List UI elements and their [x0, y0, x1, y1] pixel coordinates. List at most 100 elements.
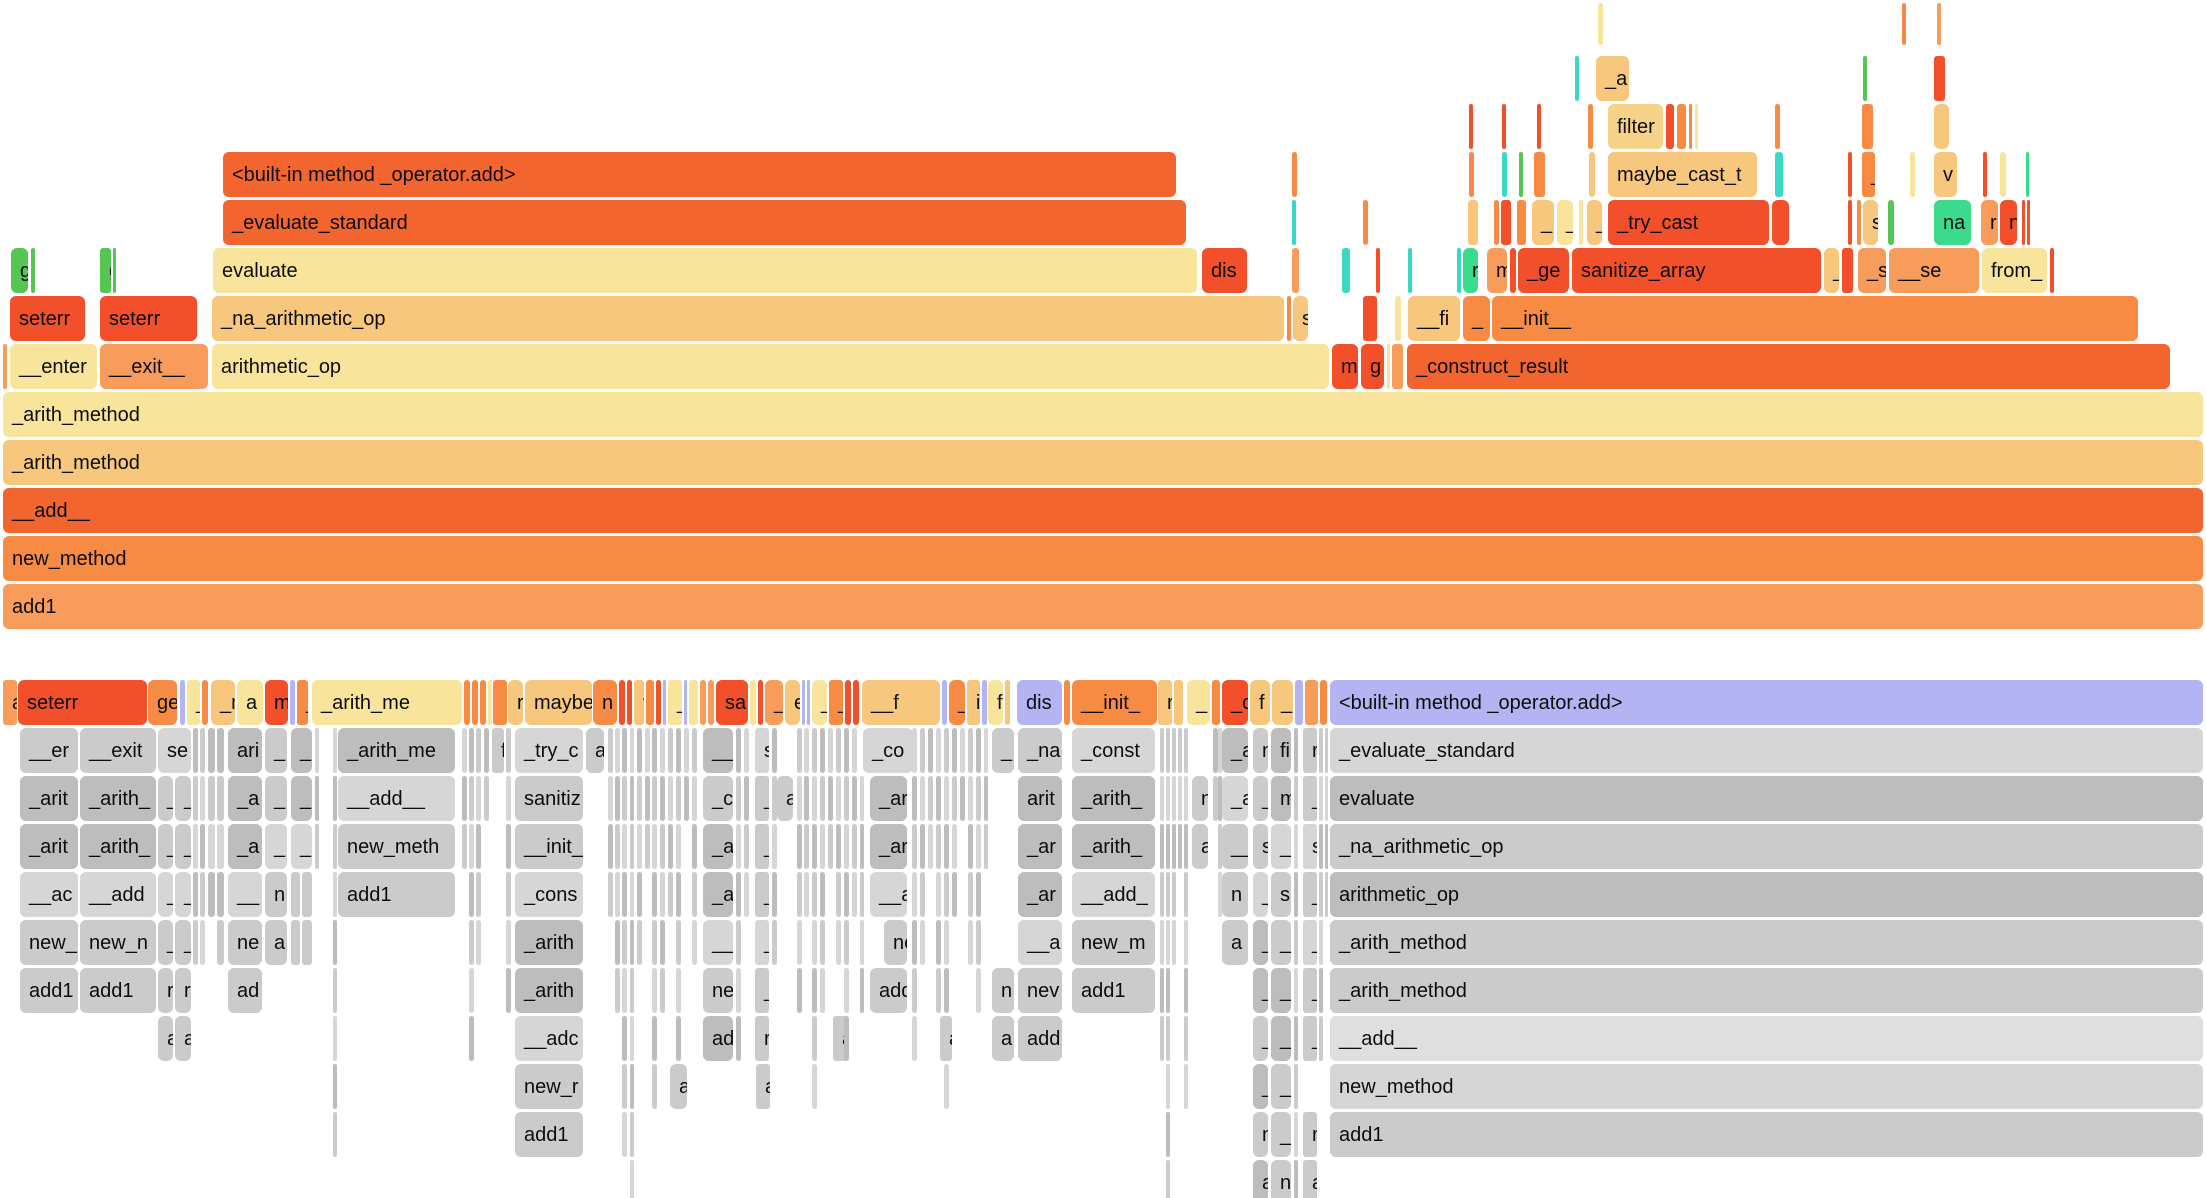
caller-frame-sliver[interactable] [469, 968, 474, 1013]
caller-frame-sliver[interactable] [944, 824, 949, 869]
caller-frame-sliver[interactable] [668, 872, 673, 917]
caller-frame-sliver[interactable] [976, 920, 981, 965]
caller-frame-box[interactable]: __ [228, 872, 262, 917]
frame-box[interactable] [1517, 200, 1526, 245]
caller-frame-box[interactable]: _a [1222, 728, 1248, 773]
caller-frame-sliver[interactable] [506, 872, 511, 917]
caller-frame-sliver[interactable] [1294, 1112, 1298, 1157]
caller-frame-sliver[interactable] [912, 872, 917, 917]
caller-frame-box[interactable]: _ [1303, 776, 1317, 821]
caller-frame-sliver[interactable] [812, 728, 817, 773]
caller-frame-sliver[interactable] [772, 920, 777, 965]
frame-box[interactable]: _ge [1518, 248, 1569, 293]
leaf-frame-box[interactable]: e [785, 680, 800, 725]
caller-frame-box[interactable]: add1 [1072, 968, 1155, 1013]
caller-frame-sliver[interactable] [676, 872, 681, 917]
caller-frame-sliver[interactable] [208, 728, 215, 773]
caller-frame-sliver[interactable] [200, 920, 205, 965]
leaf-frame-box[interactable]: r [1158, 680, 1172, 725]
caller-frame-sliver[interactable] [936, 968, 941, 1013]
caller-frame-sliver[interactable] [684, 728, 689, 773]
frame-box[interactable]: __exit__ [100, 344, 208, 389]
caller-frame-box[interactable]: a [265, 920, 287, 965]
caller-frame-box[interactable]: _na [1018, 728, 1062, 773]
caller-frame-sliver[interactable] [622, 968, 627, 1013]
caller-frame-sliver[interactable] [476, 776, 481, 821]
leaf-frame-box[interactable]: f [1250, 680, 1270, 725]
frame-box[interactable] [1695, 104, 1698, 149]
caller-frame-sliver[interactable] [812, 776, 817, 821]
caller-frame-sliver[interactable] [660, 776, 665, 821]
caller-frame-sliver[interactable] [1160, 728, 1164, 773]
frame-box[interactable] [1395, 296, 1401, 341]
caller-frame-sliver[interactable] [193, 920, 198, 965]
caller-frame-box[interactable]: ad [703, 1016, 733, 1061]
caller-frame-box[interactable]: __a [1018, 920, 1062, 965]
caller-frame-sliver[interactable] [692, 872, 697, 917]
leaf-frame-box[interactable]: i [967, 680, 980, 725]
caller-frame-sliver[interactable] [1166, 1112, 1170, 1157]
caller-frame-sliver[interactable] [668, 776, 673, 821]
caller-frame-sliver[interactable] [968, 920, 973, 965]
caller-frame-sliver[interactable] [193, 728, 198, 773]
caller-frame-sliver[interactable] [844, 728, 849, 773]
caller-frame-sliver[interactable] [797, 824, 802, 869]
caller-frame-sliver[interactable] [615, 968, 620, 1013]
frame-box[interactable]: __enter [10, 344, 97, 389]
caller-frame-sliver[interactable] [622, 872, 627, 917]
caller-frame-sliver[interactable] [652, 1016, 657, 1061]
caller-frame-box[interactable]: _ [1253, 1064, 1268, 1109]
caller-frame-box[interactable]: s [1271, 872, 1291, 917]
caller-frame-sliver[interactable] [1166, 1016, 1170, 1061]
caller-frame-sliver[interactable] [630, 776, 634, 821]
caller-frame-box[interactable]: _ [755, 824, 769, 869]
caller-frame-sliver[interactable] [608, 776, 613, 821]
caller-frame-sliver[interactable] [645, 728, 650, 773]
caller-frame-sliver[interactable] [315, 776, 319, 821]
caller-frame-sliver[interactable] [469, 920, 474, 965]
leaf-frame-box[interactable]: _ [829, 680, 843, 725]
caller-frame-box[interactable]: n [302, 872, 312, 917]
leaf-frame-box[interactable] [646, 680, 654, 725]
caller-frame-sliver[interactable] [630, 920, 634, 965]
caller-frame-sliver[interactable] [608, 872, 613, 917]
caller-frame-sliver[interactable] [1319, 1016, 1323, 1061]
leaf-frame-box[interactable]: __f [862, 680, 940, 725]
caller-frame-sliver[interactable] [333, 824, 337, 869]
frame-box[interactable] [1589, 152, 1595, 197]
caller-frame-sliver[interactable] [608, 728, 613, 773]
caller-frame-box[interactable]: _a [703, 824, 733, 869]
caller-frame-sliver[interactable] [812, 872, 817, 917]
caller-frame-sliver[interactable] [860, 920, 864, 965]
caller-frame-sliver[interactable] [976, 968, 981, 1013]
caller-frame-sliver[interactable] [476, 824, 481, 869]
caller-frame-sliver[interactable] [484, 776, 489, 821]
frame-box[interactable]: seterr [100, 296, 197, 341]
caller-frame-sliver[interactable] [676, 776, 681, 821]
caller-frame-sliver[interactable] [852, 776, 857, 821]
frame-box[interactable]: m [1487, 248, 1507, 293]
caller-frame-sliver[interactable] [1184, 824, 1188, 869]
caller-frame-box[interactable]: a [302, 920, 312, 965]
frame-box[interactable] [1848, 152, 1852, 197]
caller-frame-sliver[interactable] [812, 824, 817, 869]
caller-frame-box[interactable]: _arith_ [80, 776, 156, 821]
frame-box[interactable] [1342, 248, 1350, 293]
caller-frame-box[interactable]: a [777, 776, 793, 821]
caller-frame-sliver[interactable] [844, 776, 849, 821]
caller-frame-sliver[interactable] [812, 1016, 817, 1061]
caller-frame-sliver[interactable] [637, 728, 642, 773]
caller-frame-sliver[interactable] [984, 728, 988, 773]
caller-frame-sliver[interactable] [1166, 968, 1170, 1013]
caller-frame-sliver[interactable] [797, 872, 802, 917]
caller-frame-sliver[interactable] [1294, 920, 1298, 965]
caller-frame-box[interactable]: nev [884, 920, 907, 965]
caller-frame-box[interactable]: __add__ [338, 776, 455, 821]
caller-frame-box[interactable]: _ [158, 776, 173, 821]
frame-box[interactable]: __add__ [3, 488, 2203, 533]
frame-box[interactable]: n [2000, 200, 2017, 245]
frame-box[interactable]: __init__ [1492, 296, 2138, 341]
frame-box[interactable] [1888, 200, 1894, 245]
caller-frame-sliver[interactable] [1294, 1064, 1298, 1109]
leaf-frame-box[interactable] [1295, 680, 1303, 725]
